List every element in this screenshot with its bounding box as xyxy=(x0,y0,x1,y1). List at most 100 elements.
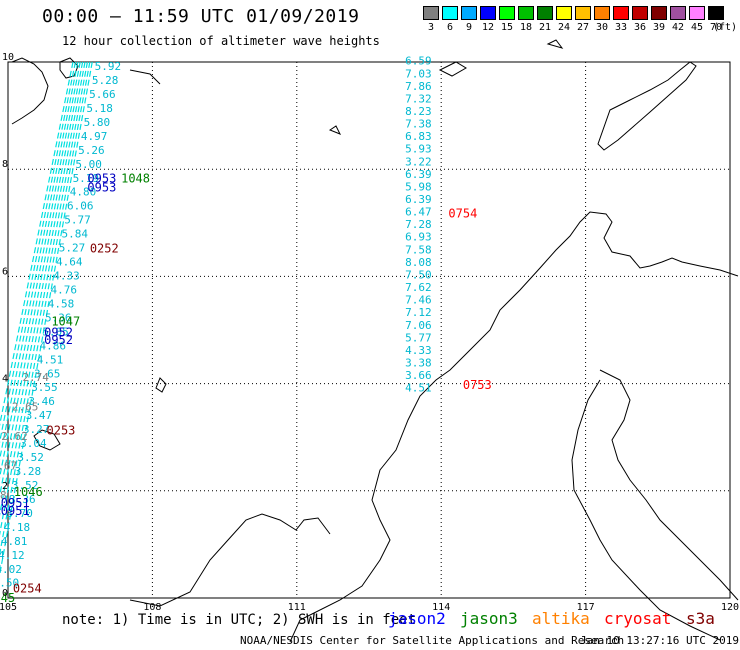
legend-label: 12 xyxy=(481,22,495,33)
y-tick-label: 8 xyxy=(2,159,8,170)
track-b-value: 8.23 xyxy=(405,105,432,118)
legend-swatch xyxy=(556,6,572,20)
page-subtitle: 12 hour collection of altimeter wave hei… xyxy=(62,34,380,48)
y-tick-label: 0 xyxy=(2,588,8,599)
legend-label: 21 xyxy=(538,22,552,33)
time-label: 0252 xyxy=(90,241,119,255)
time-label: 1048 xyxy=(121,172,150,186)
coastline-vietnam-south xyxy=(11,57,49,125)
track-a-value: 4.76 xyxy=(50,283,77,296)
time-label: 0753 xyxy=(463,378,492,392)
track-a-swath xyxy=(0,61,86,517)
track-b-value: 6.93 xyxy=(405,231,432,244)
satellite-tracks xyxy=(0,61,93,577)
track-b-value: 6.39 xyxy=(405,168,432,181)
legend-label: 3 xyxy=(427,22,435,33)
track-a-value: 3.46 xyxy=(28,395,55,408)
legend-swatch xyxy=(480,6,496,20)
track-a-value: 5.18 xyxy=(86,102,113,115)
track-a-value: 3.52 xyxy=(17,451,44,464)
island-anambas xyxy=(33,429,61,451)
track-a-value: 5.28 xyxy=(92,74,119,87)
legend-swatch xyxy=(632,6,648,20)
legend-label: 24 xyxy=(557,22,571,33)
track-a-value: 3.52 xyxy=(12,479,39,492)
legend-swatch xyxy=(689,6,705,20)
track-b-value: 5.77 xyxy=(405,331,432,344)
legend-swatch xyxy=(499,6,515,20)
track-a-value: 4.51 xyxy=(37,353,64,366)
track-a-value: 4.02 xyxy=(0,563,22,576)
x-tick-label: 105 xyxy=(0,602,17,613)
coastline-borneo-north xyxy=(289,211,739,643)
footer-note: note: 1) Time is in UTC; 2) SWH is in fe… xyxy=(62,612,417,628)
time-label: 1046 xyxy=(14,485,43,499)
track-a-value: 5.92 xyxy=(95,60,122,73)
legend-label: 33 xyxy=(614,22,628,33)
track-a-value: 5.00 xyxy=(75,158,102,171)
track-a-value: 3.70 xyxy=(6,507,32,520)
island-palawan xyxy=(597,61,697,151)
track-b-value: 6.59 xyxy=(405,55,432,68)
time-label: 0951 xyxy=(1,504,30,518)
track-b-value: 7.38 xyxy=(405,118,432,131)
reef-north xyxy=(438,61,467,77)
grey-value: 2.74 xyxy=(22,371,49,384)
legend-label: 30 xyxy=(595,22,609,33)
legend-label: 9 xyxy=(465,22,473,33)
track-a-value: 3.47 xyxy=(26,409,52,422)
page-title: 00:00 – 11:59 UTC 01/09/2019 xyxy=(42,6,360,27)
legend-swatch xyxy=(708,6,724,20)
track-a-value: 4.12 xyxy=(0,549,25,562)
coastline-borneo-west xyxy=(129,513,331,607)
track-a-value: 4.18 xyxy=(4,521,31,534)
time-label: 0754 xyxy=(448,206,477,220)
island-phu-quoc xyxy=(59,57,79,79)
legend-swatch xyxy=(518,6,534,20)
axis-labels: 105 108 111 114 117 120 0 2 4 6 8 10 xyxy=(0,52,739,613)
track-a-swath xyxy=(0,61,84,498)
track-a-value: 4.80 xyxy=(70,186,97,199)
legend-label: 42 xyxy=(671,22,685,33)
legend-label: 27 xyxy=(576,22,590,33)
time-label: 0951 xyxy=(1,496,30,510)
track-a-value: 3.04 xyxy=(20,437,47,450)
time-label: 1047 xyxy=(51,315,80,329)
track-b-value: 7.62 xyxy=(405,281,432,294)
timestamp-text: Jan 10 13:27:16 UTC 2019 xyxy=(580,634,739,647)
track-b-value: 8.08 xyxy=(405,256,432,269)
legend-label: 45 xyxy=(690,22,704,33)
track-b-value: 7.03 xyxy=(405,67,432,80)
track-a-value: 5.77 xyxy=(64,214,91,227)
track-a-value: 4.81 xyxy=(1,535,28,548)
value-labels: 5.925.285.665.185.804.975.265.005.194.80… xyxy=(0,55,432,590)
track-a-value: 3.55 xyxy=(31,381,58,394)
time-label: 0952 xyxy=(44,333,73,347)
legend-label: 39 xyxy=(652,22,666,33)
time-labels: 1048095309530252104709520952075407530253… xyxy=(0,172,492,605)
lat-lon-grid xyxy=(7,61,731,599)
track-a-swath xyxy=(0,61,93,577)
track-a-swath xyxy=(0,61,74,427)
legend-label: 36 xyxy=(633,22,647,33)
track-a-value: 6.06 xyxy=(67,200,94,213)
track-b-value: 7.46 xyxy=(405,294,432,307)
legend-unit: (ft) xyxy=(713,22,738,33)
track-a-swath xyxy=(0,61,76,444)
x-tick-label: 117 xyxy=(577,602,595,613)
satellite-legend-item: s3a xyxy=(686,609,715,628)
grey-value: 2.78 xyxy=(0,489,7,502)
track-a-value: 4.86 xyxy=(39,339,66,352)
track-a-swath xyxy=(0,61,81,479)
track-b-value: 7.50 xyxy=(405,268,432,281)
track-b-value: 3.22 xyxy=(405,155,432,168)
track-a-value: 3.27 xyxy=(23,423,50,436)
track-a-value: 5.19 xyxy=(73,172,100,185)
legend-label: 18 xyxy=(519,22,533,33)
track-b-value: 3.66 xyxy=(405,369,432,382)
x-tick-label: 114 xyxy=(432,602,450,613)
y-tick-label: 4 xyxy=(2,374,8,385)
track-a-value: 4.97 xyxy=(81,130,108,143)
